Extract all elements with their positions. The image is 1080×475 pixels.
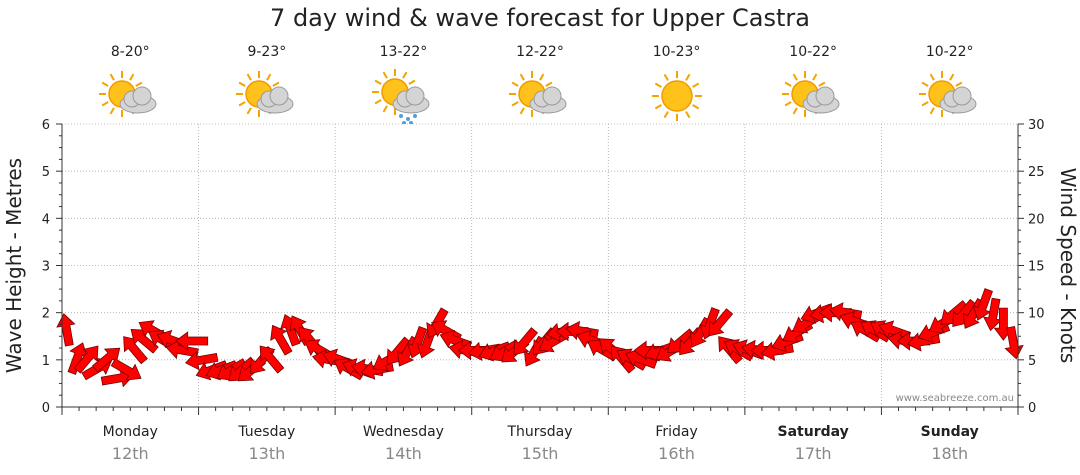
partly-cloudy-icon <box>781 68 845 124</box>
wind-arrow <box>110 358 142 381</box>
left-axis-title: Wave Height - Metres <box>2 158 26 373</box>
right-tick-label: 30 <box>1028 118 1045 133</box>
right-tick-label: 15 <box>1028 260 1045 275</box>
temperature-range: 12-22° <box>516 44 564 60</box>
sunny-icon <box>645 68 709 124</box>
wind-arrow <box>708 308 734 337</box>
right-axis-title: Wind Speed - Knots <box>1056 168 1080 364</box>
temperature-range: 9-23° <box>247 44 287 60</box>
rain-showers-icon <box>371 68 435 125</box>
right-tick-label: 25 <box>1028 165 1045 180</box>
wind-arrow <box>828 302 863 322</box>
left-tick-label: 6 <box>42 118 50 133</box>
day-label: Tuesday <box>237 424 295 440</box>
date-label: 18th <box>931 444 968 463</box>
date-label: 16th <box>658 444 695 463</box>
wind-arrow <box>513 327 539 356</box>
partly-cloudy-icon <box>508 68 572 124</box>
left-tick-label: 1 <box>42 354 50 369</box>
left-tick-label: 5 <box>42 165 50 180</box>
wind-arrow <box>565 320 599 341</box>
chart-grid <box>62 123 1018 407</box>
wind-arrow <box>73 345 99 374</box>
wind-arrow <box>56 313 76 347</box>
left-tick-label: 4 <box>42 212 50 227</box>
date-label: 13th <box>248 444 285 463</box>
right-tick-label: 5 <box>1028 354 1036 369</box>
day-label: Monday <box>103 424 158 440</box>
wind-arrow <box>175 331 209 351</box>
partly-cloudy-icon <box>235 68 299 124</box>
wind-arrow <box>185 351 219 371</box>
date-label: 17th <box>795 444 832 463</box>
wind-arrows <box>56 288 1024 388</box>
temperature-range: 10-23° <box>652 44 701 60</box>
temperature-range: 10-22° <box>925 44 974 60</box>
day-label: Wednesday <box>363 424 444 440</box>
temperature-range: 13-22° <box>379 44 428 60</box>
chart-axes <box>56 123 1024 415</box>
left-tick-label: 0 <box>42 401 50 416</box>
date-label: 12th <box>112 444 149 463</box>
chart-labels: 0 1 2 3 4 5 6 0 5 10 15 20 25 30 Wave Height - Metres W… <box>2 118 1080 463</box>
partly-cloudy-icon <box>918 68 982 124</box>
right-tick-label: 20 <box>1028 212 1045 227</box>
partly-cloudy-icon <box>98 68 162 124</box>
wind-arrow <box>1004 326 1024 360</box>
temperature-range: 8-20° <box>110 44 150 60</box>
date-label: 14th <box>385 444 422 463</box>
watermark: www.seabreeze.com.au <box>896 393 1014 404</box>
wind-arrow <box>270 324 293 356</box>
wind-arrow <box>906 332 941 352</box>
temperature-range: 10-22° <box>789 44 837 60</box>
day-label: Sunday <box>921 424 979 440</box>
left-tick-label: 2 <box>42 307 50 322</box>
right-tick-label: 0 <box>1028 401 1036 416</box>
day-label: Saturday <box>778 424 849 440</box>
wind-arrow <box>760 341 794 362</box>
chart-title: 7 day wind & wave forecast for Upper Cas… <box>270 4 810 32</box>
wind-arrow <box>259 345 285 374</box>
day-label: Friday <box>655 424 697 440</box>
right-tick-label: 10 <box>1028 307 1045 322</box>
left-tick-label: 3 <box>42 260 50 275</box>
date-label: 15th <box>522 444 559 463</box>
day-label: Thursday <box>506 424 572 440</box>
